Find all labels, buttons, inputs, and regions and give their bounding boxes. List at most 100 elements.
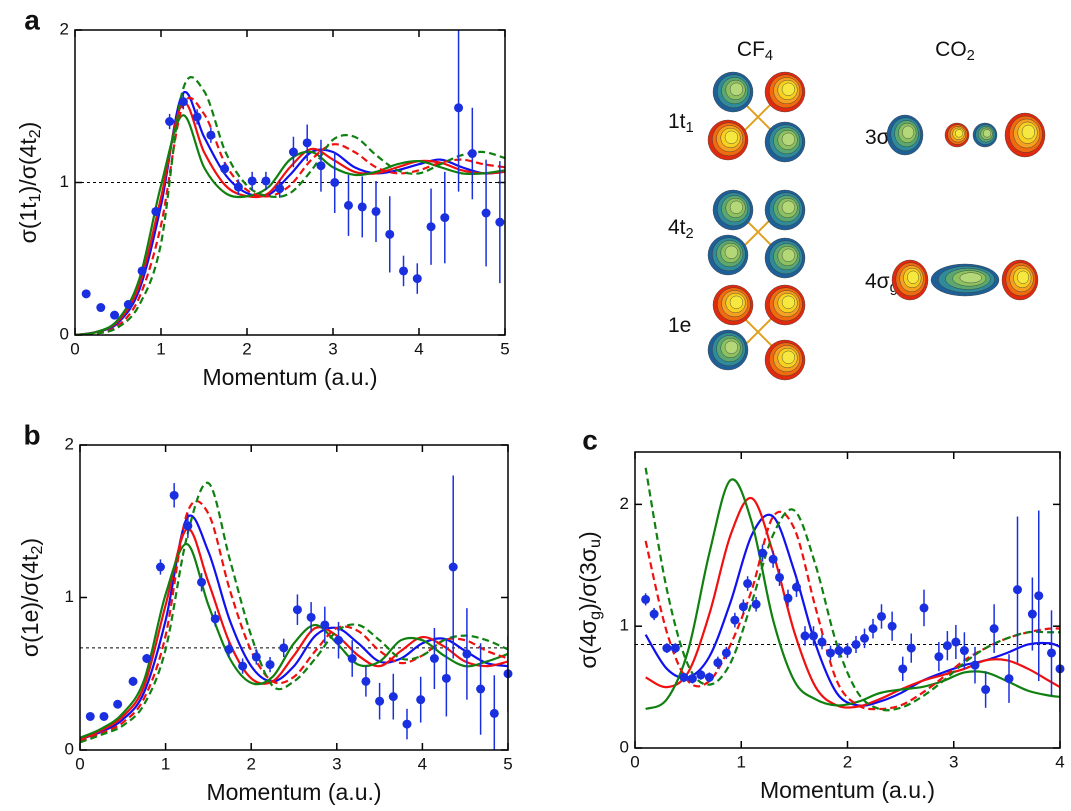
data-point	[320, 620, 330, 630]
data-point	[1004, 674, 1014, 684]
data-point	[306, 612, 316, 622]
curve	[80, 527, 508, 741]
orbital-label: 4t2	[668, 216, 694, 242]
orbital-label-part: 2	[686, 226, 694, 242]
data-point	[416, 695, 426, 705]
data-point	[265, 660, 275, 670]
orbital-lobe	[729, 295, 744, 309]
curve	[80, 514, 508, 741]
data-point	[385, 229, 395, 239]
y-axis-label-part: )/σ(4t	[15, 138, 41, 194]
orbital-lobe	[781, 82, 796, 96]
data-point	[730, 615, 740, 625]
y-axis-label-part: )	[15, 122, 41, 130]
x-tick-label: 0	[75, 754, 84, 773]
x-tick-label: 5	[500, 339, 509, 358]
molecule-title-part: 4	[765, 48, 773, 64]
x-tick-label: 2	[242, 339, 251, 358]
orbital-lobe	[781, 200, 796, 214]
y-axis-label-part: )	[17, 538, 43, 546]
curve	[75, 76, 505, 335]
data-point	[454, 103, 464, 113]
orbital-lobe	[954, 129, 964, 138]
x-tick-label: 1	[737, 752, 746, 771]
data-point	[440, 213, 450, 223]
molecule-title-part: 2	[967, 48, 975, 64]
molecule-title-part: CF	[737, 38, 765, 61]
data-point	[85, 711, 95, 721]
data-point	[696, 670, 706, 680]
data-point	[233, 182, 243, 192]
data-point	[123, 300, 133, 309]
data-point	[1027, 609, 1037, 619]
data-point	[467, 149, 477, 159]
x-tick-label: 2	[246, 754, 255, 773]
data-point	[99, 711, 109, 721]
data-point	[330, 178, 340, 187]
data-point	[165, 117, 175, 126]
curve	[75, 101, 505, 335]
data-point	[670, 643, 680, 653]
data-point	[877, 611, 886, 621]
orbital-lobe	[781, 350, 796, 364]
y-axis-label-part: σ(4σ	[575, 620, 601, 669]
y-axis-label: σ(1e)/σ(4t2)	[17, 538, 46, 657]
data-point	[942, 641, 952, 651]
data-point	[970, 660, 980, 670]
data-point	[343, 200, 353, 210]
orbital-lobe	[902, 125, 915, 139]
data-point	[347, 654, 357, 663]
data-point	[868, 624, 878, 634]
data-point	[448, 562, 458, 572]
data-point	[758, 548, 767, 558]
data-point	[399, 266, 409, 276]
data-point	[783, 593, 793, 603]
data-point	[906, 643, 916, 653]
y-tick-label: 2	[620, 494, 629, 513]
y-tick-label: 0	[620, 737, 629, 756]
data-point	[751, 599, 761, 609]
data-point	[192, 112, 202, 122]
x-tick-label: 3	[328, 339, 337, 358]
data-point	[919, 603, 929, 613]
data-point	[412, 274, 422, 284]
orbital-label-part: 4t	[668, 216, 686, 239]
orbital-lobe	[1021, 124, 1036, 140]
data-point	[679, 672, 689, 682]
data-point	[851, 639, 861, 649]
molecule-title: CF4	[737, 38, 773, 64]
data-point	[81, 289, 91, 299]
orbital-label-part: 1t	[668, 110, 686, 133]
data-point	[834, 646, 844, 656]
data-point	[951, 637, 961, 647]
plot-frame	[634, 451, 1061, 749]
orbital-lobe	[907, 270, 920, 284]
data-point	[713, 658, 723, 668]
data-point	[388, 692, 398, 702]
data-point	[809, 631, 818, 641]
plot-frame	[74, 29, 506, 336]
data-point	[860, 633, 869, 643]
panel-label: b	[23, 419, 40, 450]
data-point	[247, 176, 257, 186]
data-point	[800, 631, 810, 641]
orbital-lobe	[781, 248, 796, 262]
x-tick-label: 2	[843, 752, 852, 771]
data-point	[142, 654, 152, 663]
data-point	[110, 310, 120, 320]
data-point	[402, 719, 412, 729]
curve	[644, 467, 1060, 712]
y-axis-label-part: )	[575, 531, 601, 539]
data-point	[96, 303, 106, 313]
orbital-lobe	[781, 132, 796, 146]
data-point	[641, 594, 651, 604]
data-point	[210, 614, 220, 624]
y-axis-label-part: u	[586, 539, 604, 548]
data-point	[826, 648, 835, 658]
x-tick-label: 4	[414, 339, 423, 358]
data-point	[288, 147, 298, 157]
orbital-label: 1e	[668, 314, 691, 337]
orbital-lobe	[724, 245, 739, 259]
data-point	[704, 672, 714, 682]
